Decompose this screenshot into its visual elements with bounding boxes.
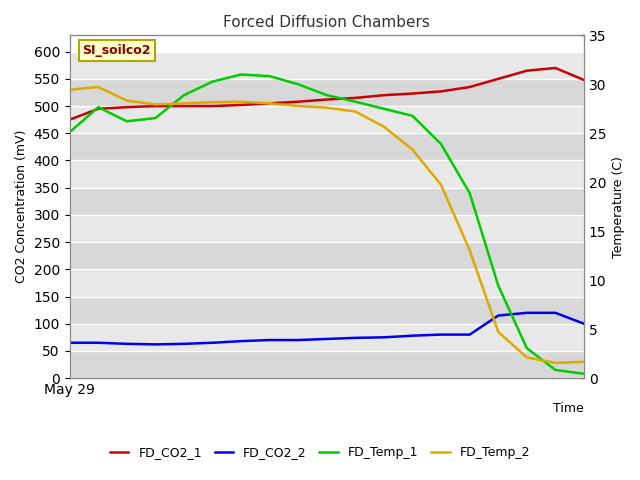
Line: FD_CO2_2: FD_CO2_2 — [70, 313, 584, 344]
FD_Temp_2 — [152, 102, 159, 108]
FD_CO2_1 — [380, 92, 388, 98]
Text: SI_soilco2: SI_soilco2 — [83, 44, 151, 57]
FD_CO2_2 — [94, 340, 102, 346]
FD_Temp_2 — [495, 329, 502, 335]
FD_CO2_2 — [323, 336, 331, 342]
FD_Temp_2 — [552, 360, 559, 366]
FD_CO2_2 — [152, 341, 159, 347]
FD_CO2_2 — [552, 310, 559, 316]
FD_Temp_1 — [466, 190, 474, 196]
FD_Temp_1 — [437, 141, 445, 147]
Line: FD_Temp_2: FD_Temp_2 — [70, 87, 584, 363]
Text: Time: Time — [553, 402, 584, 415]
FD_Temp_2 — [123, 98, 131, 104]
FD_CO2_2 — [409, 333, 417, 338]
FD_Temp_1 — [209, 79, 216, 84]
FD_Temp_1 — [323, 92, 331, 98]
FD_CO2_2 — [495, 312, 502, 318]
FD_Temp_1 — [123, 119, 131, 124]
FD_Temp_2 — [237, 99, 245, 105]
Bar — [70, 269, 584, 297]
FD_CO2_1 — [437, 88, 445, 94]
FD_CO2_1 — [466, 84, 474, 90]
FD_Temp_1 — [152, 115, 159, 121]
FD_CO2_2 — [237, 338, 245, 344]
FD_Temp_2 — [580, 359, 588, 365]
FD_CO2_1 — [495, 76, 502, 82]
FD_Temp_1 — [351, 99, 359, 105]
FD_Temp_2 — [380, 124, 388, 130]
FD_CO2_1 — [523, 68, 531, 73]
Line: FD_Temp_1: FD_Temp_1 — [70, 74, 584, 374]
FD_CO2_1 — [266, 100, 273, 106]
FD_Temp_2 — [323, 105, 331, 110]
FD_Temp_1 — [266, 73, 273, 79]
FD_CO2_1 — [66, 117, 74, 122]
FD_CO2_1 — [351, 95, 359, 101]
FD_CO2_1 — [409, 91, 417, 96]
FD_CO2_2 — [180, 341, 188, 347]
FD_CO2_1 — [580, 77, 588, 83]
FD_Temp_1 — [94, 104, 102, 110]
FD_CO2_2 — [580, 321, 588, 326]
Bar — [70, 351, 584, 378]
FD_Temp_1 — [66, 129, 74, 135]
FD_CO2_1 — [209, 103, 216, 109]
FD_Temp_1 — [180, 92, 188, 98]
FD_CO2_2 — [209, 340, 216, 346]
FD_CO2_1 — [94, 106, 102, 112]
FD_Temp_2 — [266, 100, 273, 106]
FD_CO2_1 — [152, 103, 159, 109]
FD_CO2_2 — [123, 341, 131, 347]
FD_Temp_1 — [409, 113, 417, 119]
FD_Temp_2 — [94, 84, 102, 90]
FD_CO2_2 — [66, 340, 74, 346]
FD_CO2_2 — [351, 335, 359, 341]
FD_CO2_2 — [466, 332, 474, 337]
FD_CO2_1 — [552, 65, 559, 71]
Y-axis label: CO2 Concentration (mV): CO2 Concentration (mV) — [15, 130, 28, 283]
FD_Temp_2 — [523, 355, 531, 360]
Y-axis label: Temperature (C): Temperature (C) — [612, 156, 625, 258]
FD_Temp_1 — [552, 367, 559, 373]
Title: Forced Diffusion Chambers: Forced Diffusion Chambers — [223, 15, 430, 30]
FD_Temp_2 — [66, 87, 74, 93]
FD_CO2_2 — [266, 337, 273, 343]
FD_Temp_2 — [294, 103, 302, 109]
Bar — [70, 52, 584, 79]
Line: FD_CO2_1: FD_CO2_1 — [70, 68, 584, 120]
FD_Temp_1 — [294, 82, 302, 87]
Legend: FD_CO2_1, FD_CO2_2, FD_Temp_1, FD_Temp_2: FD_CO2_1, FD_CO2_2, FD_Temp_1, FD_Temp_2 — [104, 441, 536, 464]
FD_CO2_1 — [294, 99, 302, 105]
Bar — [70, 242, 584, 269]
FD_CO2_2 — [380, 335, 388, 340]
Bar — [70, 106, 584, 133]
Bar — [70, 188, 584, 215]
FD_CO2_1 — [180, 103, 188, 109]
FD_Temp_2 — [437, 182, 445, 188]
Bar — [70, 160, 584, 188]
FD_Temp_1 — [580, 371, 588, 377]
FD_Temp_2 — [180, 100, 188, 106]
FD_Temp_1 — [380, 106, 388, 112]
FD_Temp_2 — [209, 99, 216, 105]
FD_Temp_1 — [523, 345, 531, 351]
FD_Temp_2 — [409, 147, 417, 153]
FD_Temp_1 — [495, 283, 502, 288]
FD_CO2_1 — [237, 102, 245, 108]
Bar — [70, 215, 584, 242]
Bar — [70, 79, 584, 106]
FD_CO2_1 — [123, 104, 131, 110]
FD_Temp_1 — [237, 72, 245, 77]
FD_Temp_2 — [466, 247, 474, 253]
Bar — [70, 133, 584, 160]
FD_CO2_2 — [294, 337, 302, 343]
FD_CO2_2 — [523, 310, 531, 316]
Bar — [70, 324, 584, 351]
FD_CO2_1 — [323, 96, 331, 102]
FD_Temp_2 — [351, 108, 359, 114]
FD_CO2_2 — [437, 332, 445, 337]
Bar — [70, 297, 584, 324]
